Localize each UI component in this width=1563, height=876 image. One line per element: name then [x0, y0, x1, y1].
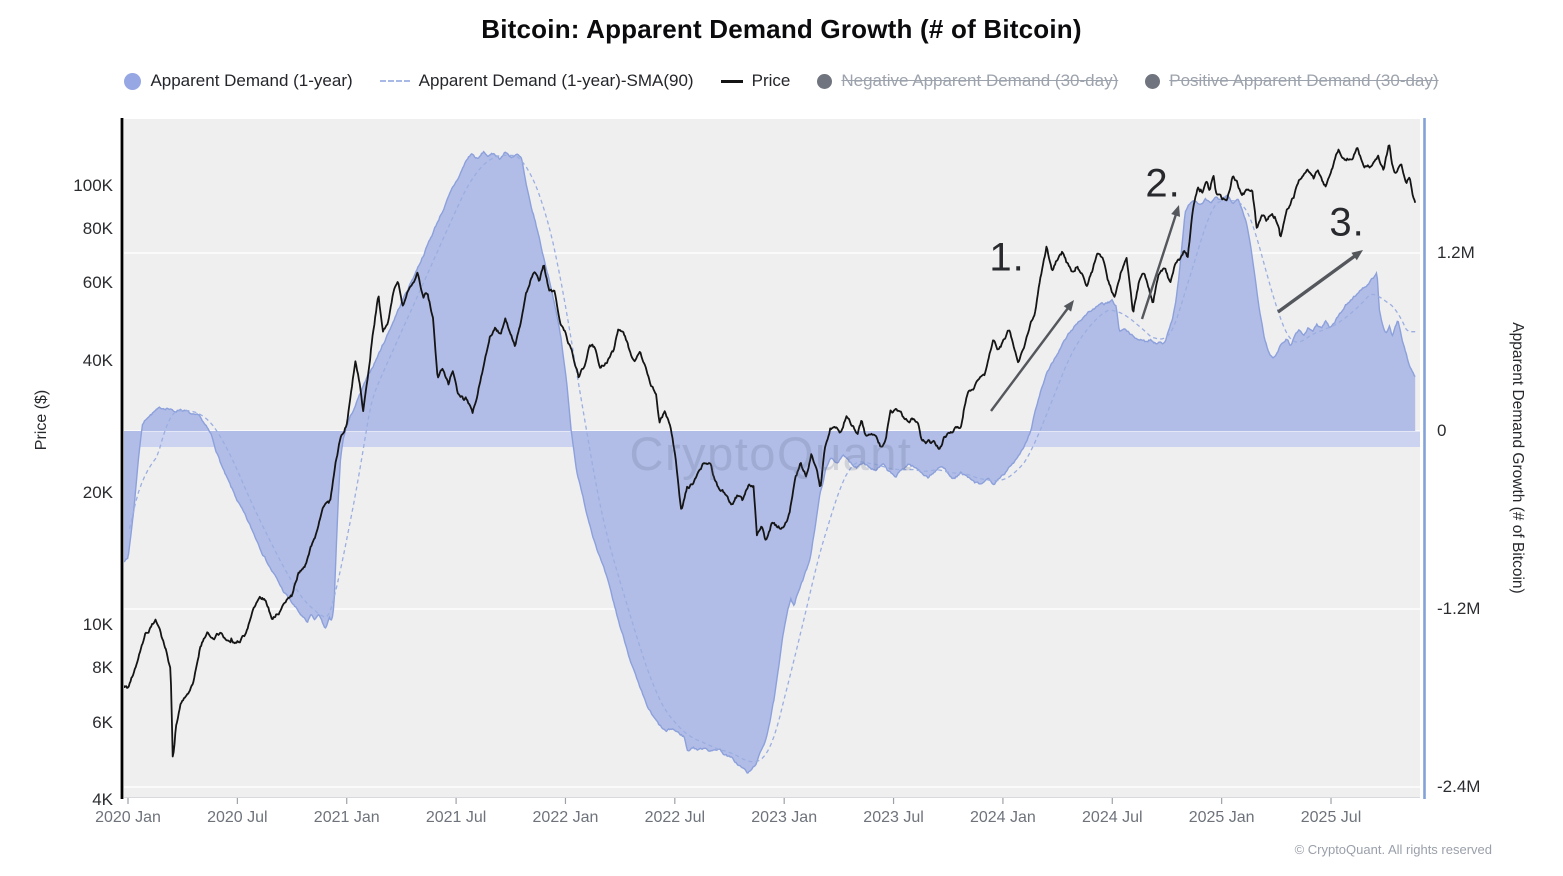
demand-area — [124, 151, 1416, 773]
x-axis-tick-label: 2025 Jan — [1188, 809, 1255, 826]
legend-item-label: Apparent Demand (1-year) — [150, 71, 353, 90]
right-axis-tick-label: -2.4M — [1437, 776, 1481, 796]
legend-item-label: Price — [751, 71, 791, 90]
annotation-3: 3. — [1329, 200, 1365, 245]
legend: Apparent Demand (1-year) Apparent Demand… — [0, 71, 1563, 91]
legend-item-apparent-demand[interactable]: Apparent Demand (1-year) — [124, 71, 353, 91]
circle-swatch-icon — [124, 72, 142, 90]
right-axis-title: Apparent Demand Growth (# of Bitcoin) — [1509, 322, 1526, 594]
trend-arrowhead-3 — [1351, 250, 1363, 261]
legend-item-price[interactable]: Price — [720, 71, 791, 91]
trend-arrowhead-2 — [1171, 205, 1180, 217]
sma-line — [128, 154, 1416, 763]
left-axis-title: Price ($) — [33, 389, 50, 451]
x-axis-tick-label: 2023 Jul — [863, 809, 924, 826]
trend-arrowhead-1 — [1063, 300, 1074, 312]
left-axis-tick-label: 4K — [92, 790, 113, 809]
annotation-1: 1. — [989, 235, 1025, 280]
left-axis-tick-label: 40K — [82, 350, 113, 370]
legend-item-apparent-demand-sma90[interactable]: Apparent Demand (1-year)-SMA(90) — [379, 71, 694, 91]
circle-swatch-icon — [817, 73, 833, 89]
chart-title: Bitcoin: Apparent Demand Growth (# of Bi… — [481, 14, 1082, 44]
trend-arrow-2 — [1140, 211, 1178, 320]
left-axis-line — [120, 118, 124, 799]
dashed-line-swatch-icon — [379, 80, 410, 82]
right-axis-tick-label: 0 — [1437, 421, 1447, 440]
right-axis-line — [1423, 118, 1426, 799]
left-axis-tick-label: 8K — [92, 657, 113, 677]
annotation-2: 2. — [1145, 161, 1181, 206]
x-axis-tick-label: 2021 Jul — [425, 809, 487, 826]
left-axis-tick-label: 80K — [82, 218, 113, 238]
x-axis-tick-label: 2023 Jan — [751, 809, 818, 826]
circle-swatch-icon — [1145, 73, 1161, 89]
x-axis-tick-label: 2022 Jul — [644, 809, 706, 826]
right-axis-tick-label: 1.2M — [1437, 243, 1475, 262]
right-axis-tick-label: -1.2M — [1437, 598, 1481, 618]
demand-area-layer — [124, 150, 1416, 774]
legend-item-positive-apparent-demand[interactable]: Positive Apparent Demand (30-day) — [1145, 71, 1439, 91]
legend-item-label: Negative Apparent Demand (30-day) — [841, 71, 1119, 90]
left-axis-tick-label: 100K — [73, 176, 113, 196]
x-axis-tick-label: 2020 Jul — [207, 809, 268, 826]
left-axis-tick-label: 10K — [82, 615, 113, 635]
demand-area-edge — [124, 150, 1416, 774]
legend-item-label: Apparent Demand (1-year)-SMA(90) — [418, 71, 694, 90]
x-axis-tick-label: 2021 Jan — [313, 809, 380, 826]
left-axis-tick-label: 20K — [82, 483, 113, 502]
left-axis-tick-label: 60K — [82, 273, 113, 293]
x-axis-tick-label: 2024 Jan — [969, 809, 1036, 826]
left-axis-tick-label: 6K — [92, 712, 113, 732]
legend-item-negative-apparent-demand[interactable]: Negative Apparent Demand (30-day) — [817, 71, 1118, 91]
x-axis-tick-label: 2024 Jul — [1082, 809, 1143, 826]
x-axis-tick-label: 2022 Jan — [532, 809, 599, 826]
price-line — [124, 144, 1417, 758]
watermark: CryptoQuant — [630, 427, 913, 480]
line-layer — [124, 144, 1417, 763]
x-axis-tick-label: 2025 Jul — [1300, 809, 1362, 826]
copyright-text: © CryptoQuant. All rights reserved — [1294, 842, 1492, 857]
x-axis-tick-label: 2020 Jan — [95, 809, 161, 826]
trend-arrow-3 — [1277, 252, 1359, 314]
line-swatch-icon — [720, 79, 743, 83]
trend-arrow-1 — [990, 304, 1071, 412]
legend-item-label: Positive Apparent Demand (30-day) — [1169, 71, 1439, 90]
